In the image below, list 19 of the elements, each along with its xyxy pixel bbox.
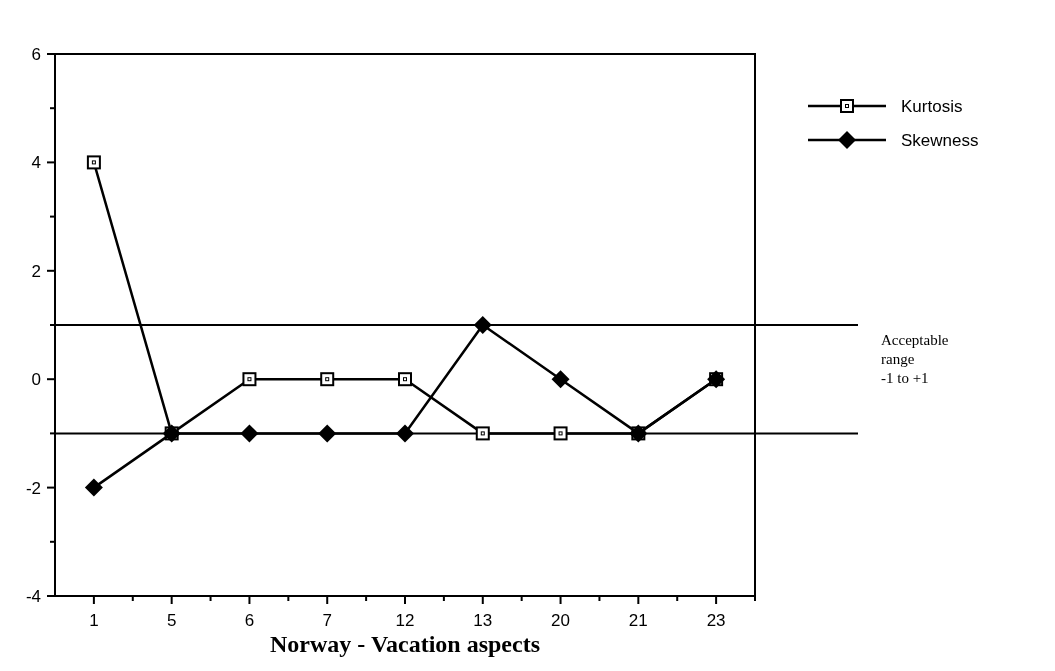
x-tick-label: 7 <box>322 611 332 630</box>
x-tick-label: 23 <box>706 611 726 630</box>
x-tick-label: 13 <box>473 611 493 630</box>
x-axis-title: Norway - Vacation aspects <box>270 631 540 657</box>
x-tick-label: 5 <box>166 611 177 630</box>
x-tick-label: 1 <box>89 611 99 630</box>
y-tick-label: 4 <box>31 153 41 173</box>
legend-label: Skewness <box>901 130 979 150</box>
x-tick-label: 12 <box>395 611 415 630</box>
y-tick-label: -4 <box>25 586 41 606</box>
x-tick-label: 21 <box>628 611 648 630</box>
x-tick-label: 6 <box>244 611 255 630</box>
y-tick-label: -2 <box>25 478 41 498</box>
y-tick-label: 6 <box>31 44 41 64</box>
text: Acceptable range -1 to +1 <box>881 332 949 386</box>
y-tick-label: 0 <box>31 370 41 390</box>
y-tick-label: 2 <box>31 261 41 281</box>
legend-label: Kurtosis <box>901 96 963 116</box>
x-tick-label: 20 <box>551 611 571 630</box>
